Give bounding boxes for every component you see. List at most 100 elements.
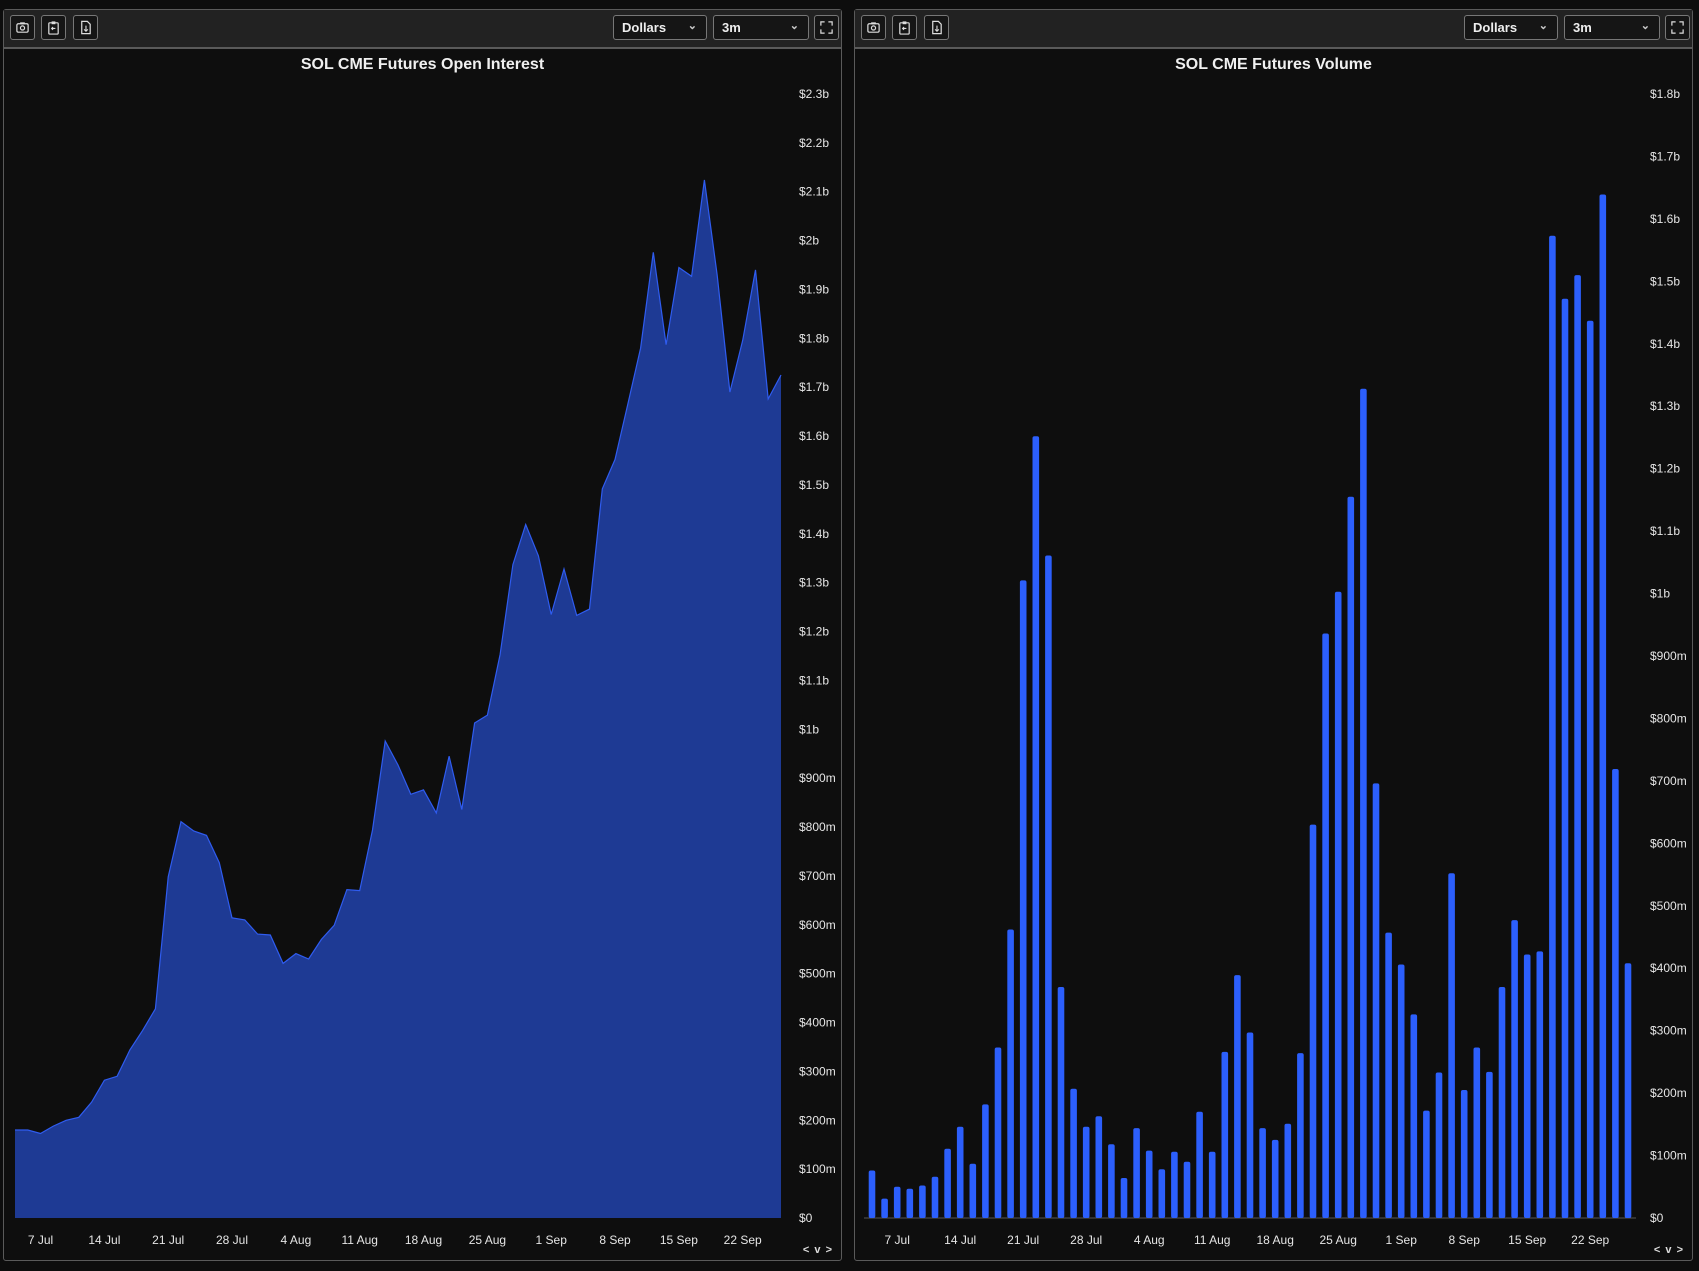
volume-bar[interactable] (1612, 769, 1619, 1218)
volume-bar[interactable] (1574, 275, 1581, 1219)
volume-bar[interactable] (1082, 1126, 1090, 1218)
volume-bar[interactable] (1523, 954, 1531, 1219)
volume-bar[interactable] (1007, 929, 1014, 1219)
volume-bar[interactable] (1246, 1032, 1254, 1219)
volume-bar[interactable] (1410, 1014, 1418, 1218)
volume-bar[interactable] (1486, 1071, 1493, 1218)
volume-bar[interactable] (994, 1047, 1002, 1219)
volume-bar[interactable] (1183, 1161, 1191, 1218)
chart-nav-controls[interactable]: < v > (802, 1244, 833, 1256)
y-tick-label: $1.3b (799, 576, 829, 590)
y-tick-label: $2.3b (799, 87, 829, 101)
volume-bar[interactable] (1586, 320, 1594, 1218)
volume-bar[interactable] (1334, 591, 1342, 1218)
volume-bar[interactable] (1208, 1151, 1216, 1218)
volume-bar[interactable] (982, 1104, 989, 1218)
y-tick-label: $100m (799, 1162, 836, 1176)
chart-nav-controls[interactable]: < v > (1653, 1244, 1684, 1256)
volume-bar[interactable] (1070, 1088, 1077, 1218)
volume-bar[interactable] (1460, 1090, 1468, 1218)
volume-bar[interactable] (919, 1185, 926, 1219)
volume-bar[interactable] (1309, 824, 1317, 1218)
y-tick-label: $1.2b (1650, 462, 1680, 476)
volume-bar[interactable] (1360, 388, 1367, 1218)
volume-bar[interactable] (969, 1163, 977, 1218)
volume-bar[interactable] (1448, 873, 1455, 1218)
y-tick-label: $300m (799, 1064, 836, 1078)
clipboard-icon (899, 21, 910, 35)
volume-bar[interactable] (881, 1198, 888, 1218)
y-tick-label: $1.2b (799, 625, 829, 639)
volume-bar[interactable] (1473, 1047, 1481, 1219)
unit-select[interactable]: Dollars ⌄ (1464, 15, 1558, 40)
volume-bar[interactable] (1032, 436, 1040, 1218)
y-tick-label: $1b (1650, 587, 1670, 601)
volume-bar[interactable] (1498, 987, 1506, 1218)
fullscreen-button[interactable] (814, 15, 839, 40)
volume-bar[interactable] (1322, 633, 1329, 1219)
volume-bar[interactable] (1397, 964, 1405, 1219)
copy-button[interactable] (892, 15, 917, 40)
fullscreen-button[interactable] (1665, 15, 1690, 40)
series-line (15, 179, 782, 1135)
volume-bar[interactable] (1057, 987, 1065, 1218)
volume-bar[interactable] (1045, 555, 1052, 1219)
volume-bar[interactable] (1234, 975, 1241, 1218)
y-tick-label: $0 (799, 1211, 813, 1225)
volume-bar[interactable] (1284, 1123, 1292, 1218)
volume-bar[interactable] (1120, 1178, 1128, 1218)
volume-bar[interactable] (1259, 1128, 1266, 1218)
screenshot-button[interactable] (10, 15, 35, 40)
x-tick-label: 22 Sep (1571, 1233, 1609, 1247)
volume-bar[interactable] (1171, 1151, 1178, 1218)
volume-bar[interactable] (1095, 1116, 1103, 1218)
chart-title: SOL CME Futures Volume (1175, 56, 1372, 73)
volume-bar[interactable] (956, 1126, 964, 1218)
y-tick-label: $700m (1650, 774, 1687, 788)
volume-bar[interactable] (1133, 1128, 1140, 1218)
x-tick-label: 1 Sep (536, 1233, 568, 1247)
copy-button[interactable] (41, 15, 66, 40)
screenshot-button[interactable] (861, 15, 886, 40)
volume-bar[interactable] (1347, 496, 1355, 1218)
download-button[interactable] (73, 15, 98, 40)
range-select[interactable]: 3m ⌄ (713, 15, 809, 40)
chevron-down-icon: ⌄ (687, 20, 697, 32)
x-tick-label: 21 Jul (152, 1233, 184, 1247)
y-tick-label: $1.1b (1650, 524, 1680, 538)
download-button[interactable] (924, 15, 949, 40)
volume-bar[interactable] (944, 1148, 951, 1218)
volume-bar[interactable] (1196, 1111, 1203, 1218)
volume-bar[interactable] (1019, 580, 1027, 1218)
volume-bar[interactable] (1536, 951, 1544, 1218)
volume-bar[interactable] (1511, 920, 1518, 1218)
range-select[interactable]: 3m ⌄ (1564, 15, 1660, 40)
fullscreen-icon (820, 21, 833, 34)
y-tick-label: $900m (799, 771, 836, 785)
volume-bar[interactable] (1145, 1150, 1153, 1218)
volume-bar[interactable] (1624, 963, 1632, 1218)
x-tick-label: 18 Aug (405, 1233, 442, 1247)
y-tick-label: $300m (1650, 1024, 1687, 1038)
volume-bar[interactable] (893, 1186, 901, 1218)
volume-bar[interactable] (1561, 298, 1569, 1218)
range-select-value: 3m (1573, 20, 1592, 35)
volume-bar[interactable] (1435, 1072, 1443, 1219)
volume-bar[interactable] (1599, 194, 1607, 1219)
volume-bar[interactable] (1549, 235, 1556, 1218)
unit-select[interactable]: Dollars ⌄ (613, 15, 707, 40)
volume-bar[interactable] (1271, 1139, 1279, 1218)
volume-bar[interactable] (1297, 1053, 1304, 1218)
volume-bar[interactable] (1372, 783, 1380, 1218)
volume-bar[interactable] (1158, 1169, 1166, 1218)
volume-bar[interactable] (931, 1176, 939, 1218)
volume-bar[interactable] (1423, 1110, 1430, 1218)
x-tick-label: 15 Sep (1508, 1233, 1546, 1247)
volume-bar[interactable] (1108, 1144, 1115, 1218)
volume-bar[interactable] (1221, 1051, 1229, 1218)
volume-bar[interactable] (868, 1170, 876, 1219)
volume-bar[interactable] (906, 1188, 914, 1218)
open-interest-chart: $0 $100m $200m $300m $400m $500m $600m $700m $80… (15, 87, 836, 1247)
volume-bar[interactable] (1385, 932, 1392, 1218)
x-tick-label: 25 Aug (1320, 1233, 1357, 1247)
